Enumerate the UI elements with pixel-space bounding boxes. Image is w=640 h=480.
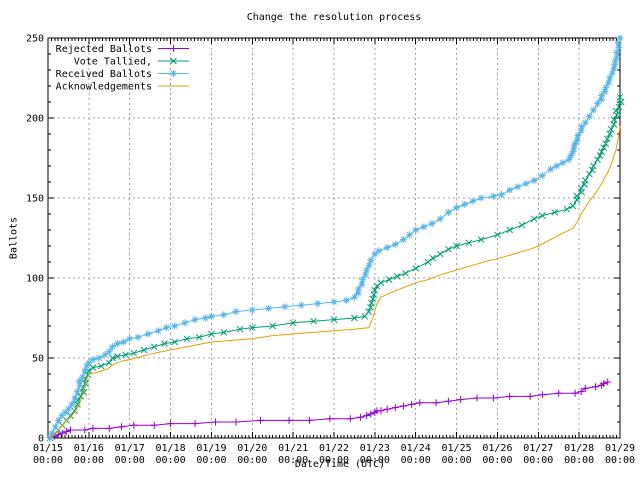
series-markers-rejected-ballots xyxy=(46,378,612,442)
x-tick-date: 01/19 xyxy=(196,443,226,454)
x-tick-time: 00:00 xyxy=(278,455,308,466)
x-tick-time: 00:00 xyxy=(401,455,431,466)
grid-lines xyxy=(48,38,620,438)
x-tick-time: 00:00 xyxy=(482,455,512,466)
x-tick-date: 01/25 xyxy=(442,443,472,454)
x-tick-date: 01/18 xyxy=(156,443,186,454)
legend: Rejected Ballots Vote Tallied,Received Ba… xyxy=(56,44,189,93)
x-tick-time: 00:00 xyxy=(196,455,226,466)
y-tick-labels: 0 50 100 150 200 250 xyxy=(26,34,44,445)
x-tick-time: 00:00 xyxy=(156,455,186,466)
x-tick-time: 00:00 xyxy=(360,455,390,466)
chart-title: Change the resolution process xyxy=(246,12,422,23)
y-tick-value: 250 xyxy=(26,34,44,45)
x-tick-time: 00:00 xyxy=(605,455,635,466)
x-tick-date: 01/17 xyxy=(115,443,145,454)
plot-border xyxy=(47,37,621,439)
x-tick-date: 01/15 xyxy=(33,443,63,454)
x-tick-date: 01/26 xyxy=(482,443,512,454)
x-axis-label: Date/Time (UTC) xyxy=(294,459,386,470)
x-tick-time: 00:00 xyxy=(319,455,349,466)
series-line-rejected-ballots xyxy=(49,381,608,439)
legend-item-acknowledgements: Acknowledgements xyxy=(56,82,189,93)
x-tick-labels: 01/1500:0001/1600:0001/1700:0001/1800:00… xyxy=(33,443,635,466)
series-line-vote-tallied xyxy=(49,97,621,439)
y-tick-value: 50 xyxy=(32,354,44,365)
x-tick-date: 01/28 xyxy=(564,443,594,454)
x-tick-time: 00:00 xyxy=(237,455,267,466)
legend-label: Rejected Ballots xyxy=(56,44,152,55)
x-tick-date: 01/22 xyxy=(319,443,349,454)
legend-sample-line xyxy=(158,70,189,77)
x-tick-date: 01/20 xyxy=(237,443,267,454)
series-line-acknowledgements xyxy=(49,125,621,439)
x-tick-date: 01/27 xyxy=(523,443,553,454)
series-line-received-ballots xyxy=(49,37,621,439)
x-tick-time: 00:00 xyxy=(523,455,553,466)
y-tick-value: 0 xyxy=(38,434,44,445)
x-tick-date: 01/29 xyxy=(605,443,635,454)
legend-item-rejected-ballots: Rejected Ballots xyxy=(56,44,189,55)
legend-sample-line xyxy=(158,45,189,52)
legend-label: Acknowledgements xyxy=(56,82,152,93)
legend-sample-line xyxy=(158,57,189,65)
x-tick-date: 01/23 xyxy=(360,443,390,454)
y-tick-value: 100 xyxy=(26,274,44,285)
x-tick-time: 00:00 xyxy=(33,455,63,466)
x-tick-time: 00:00 xyxy=(564,455,594,466)
series-markers-vote-tallied xyxy=(46,93,625,442)
x-tick-time: 00:00 xyxy=(442,455,472,466)
legend-item-vote-tallied: Vote Tallied, xyxy=(74,57,189,68)
legend-label: Vote Tallied, xyxy=(74,57,152,68)
series-markers-received-ballots xyxy=(46,34,624,442)
x-tick-date: 01/24 xyxy=(401,443,431,454)
y-tick-value: 200 xyxy=(26,114,44,125)
legend-item-received-ballots: Received Ballots xyxy=(56,69,189,80)
legend-label: Received Ballots xyxy=(56,69,152,80)
x-tick-time: 00:00 xyxy=(74,455,104,466)
x-tick-time: 00:00 xyxy=(115,455,145,466)
y-tick-value: 150 xyxy=(26,194,44,205)
x-tick-date: 01/16 xyxy=(74,443,104,454)
x-tick-date: 01/21 xyxy=(278,443,308,454)
